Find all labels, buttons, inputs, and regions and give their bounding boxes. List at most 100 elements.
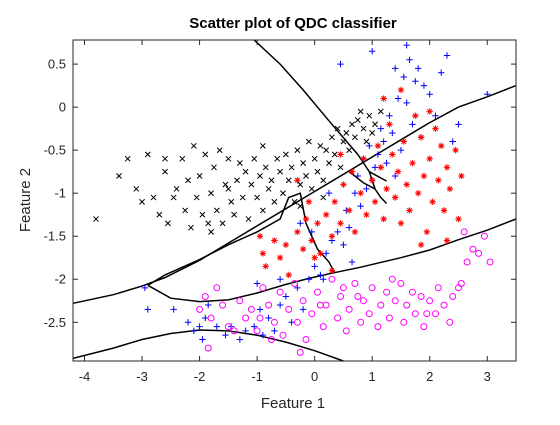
circle-marker xyxy=(357,318,365,326)
circle-marker xyxy=(299,297,307,305)
circle-marker xyxy=(368,284,376,292)
star-marker xyxy=(452,146,459,154)
star-marker xyxy=(256,233,264,240)
plus-marker xyxy=(202,314,209,322)
circle-marker xyxy=(308,310,316,318)
plus-marker xyxy=(348,258,356,266)
plus-marker xyxy=(389,129,396,137)
plus-marker xyxy=(259,331,267,339)
plus-marker xyxy=(394,95,402,102)
x-marker xyxy=(225,155,232,162)
plus-marker xyxy=(403,99,410,107)
plus-marker xyxy=(432,112,439,119)
x-marker xyxy=(124,155,131,162)
x-marker xyxy=(216,147,223,154)
circle-marker xyxy=(242,314,250,322)
plus-marker xyxy=(403,41,410,49)
circle-marker xyxy=(449,293,457,300)
x-marker xyxy=(211,164,217,171)
x-marker xyxy=(208,190,214,197)
chart-title: Scatter plot of QDC classifier xyxy=(189,15,397,32)
circle-marker xyxy=(291,280,298,287)
circle-marker xyxy=(426,297,434,305)
plus-marker xyxy=(351,189,359,197)
x-marker xyxy=(320,177,327,184)
x-marker xyxy=(188,224,194,231)
circle-marker xyxy=(196,305,204,313)
star-marker xyxy=(371,198,379,205)
plus-marker xyxy=(222,331,229,339)
x-marker xyxy=(268,177,275,184)
x-marker xyxy=(222,181,229,188)
star-marker xyxy=(305,198,313,205)
x-marker xyxy=(93,216,99,222)
star-marker xyxy=(417,241,425,249)
circle-marker xyxy=(334,314,342,322)
circle-marker xyxy=(480,232,488,240)
x-marker xyxy=(133,185,140,192)
plus-marker xyxy=(196,323,203,330)
circle-marker xyxy=(417,293,425,300)
star-marker xyxy=(406,207,413,214)
x-marker xyxy=(357,108,364,115)
plus-marker xyxy=(320,276,327,283)
plus-marker xyxy=(412,78,419,85)
star-marker xyxy=(429,198,436,205)
star-marker xyxy=(328,267,336,274)
circle-marker xyxy=(213,284,221,292)
star-marker xyxy=(426,108,433,115)
y-tick-label: -1 xyxy=(54,186,66,201)
circle-marker xyxy=(420,323,428,331)
plus-marker xyxy=(213,323,221,330)
plus-marker xyxy=(276,276,284,283)
star-marker xyxy=(374,142,382,150)
circle-marker xyxy=(285,305,293,313)
plus-marker xyxy=(317,271,324,279)
circle-marker xyxy=(351,280,359,287)
circle-marker xyxy=(256,314,264,322)
series-1 xyxy=(93,108,384,235)
x-marker xyxy=(282,151,289,158)
plus-marker xyxy=(354,172,361,180)
star-marker xyxy=(363,211,370,218)
star-marker xyxy=(435,177,442,184)
plus-marker xyxy=(374,151,382,158)
circle-marker xyxy=(411,310,419,318)
circle-marker xyxy=(247,305,255,313)
x-marker xyxy=(228,198,235,205)
plus-marker xyxy=(363,185,370,193)
circle-marker xyxy=(460,228,468,236)
star-marker xyxy=(294,177,301,184)
x-axis-ticks: -4 -3 -2 -1 0 1 2 3 xyxy=(79,40,491,384)
x-marker xyxy=(144,151,151,158)
x-marker xyxy=(259,207,266,214)
y-axis-label: Feature 2 xyxy=(17,168,34,232)
star-marker xyxy=(432,125,439,132)
x-marker xyxy=(257,173,263,179)
x-marker xyxy=(213,207,220,214)
circle-marker xyxy=(360,297,367,305)
star-marker xyxy=(331,198,338,205)
circle-marker xyxy=(400,318,408,326)
x-marker xyxy=(170,194,177,201)
plus-marker xyxy=(282,293,290,300)
x-axis-label: Feature 1 xyxy=(261,395,325,412)
x-marker xyxy=(262,164,269,171)
circle-marker xyxy=(377,301,385,309)
star-marker xyxy=(337,151,344,158)
star-marker xyxy=(285,271,292,279)
x-marker xyxy=(366,112,373,119)
star-marker xyxy=(412,112,419,119)
star-marker xyxy=(302,215,310,223)
y-tick-label: 0.5 xyxy=(48,57,66,72)
x-marker xyxy=(291,198,298,205)
x-marker xyxy=(294,147,301,154)
circle-marker xyxy=(224,323,232,331)
circle-marker xyxy=(276,288,284,296)
plus-marker xyxy=(455,121,462,128)
x-marker xyxy=(225,185,232,192)
star-marker xyxy=(311,254,318,261)
star-marker xyxy=(262,263,269,270)
